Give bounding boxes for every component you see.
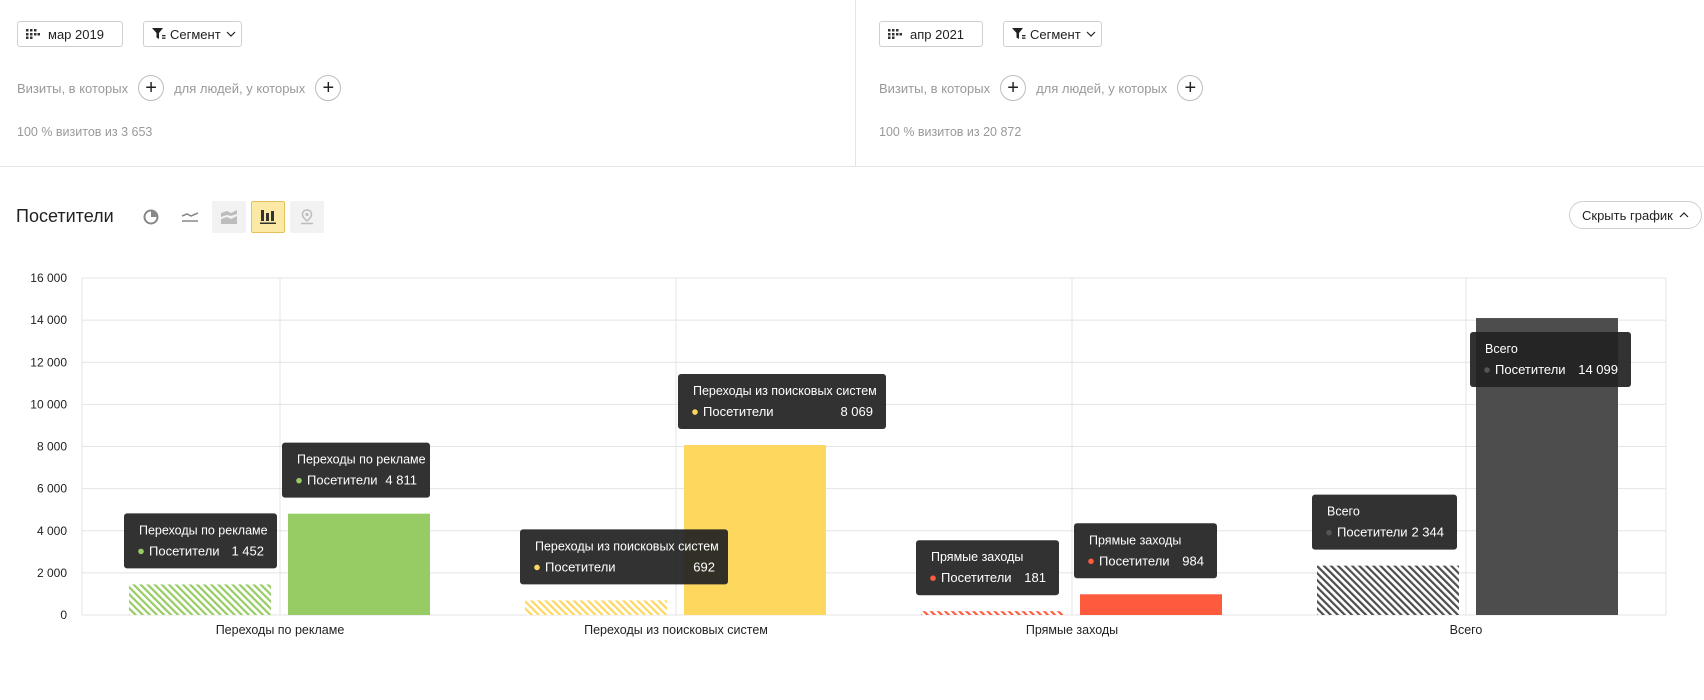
bar-hatched [129, 584, 271, 615]
tooltip-box [282, 442, 430, 498]
tooltip-value: 2 344 [1411, 525, 1444, 540]
visits-condition-label: Визиты, в которых [17, 80, 129, 96]
tooltip-box [520, 529, 728, 585]
tooltip-metric: Посетители [703, 404, 774, 419]
tooltip-title: Всего [1327, 505, 1360, 519]
tooltip-dot [930, 575, 936, 581]
chevron-up-icon [1679, 212, 1689, 218]
tooltip-value: 8 069 [840, 404, 873, 419]
y-tick-label: 2 000 [37, 566, 67, 580]
y-tick-label: 6 000 [37, 482, 67, 496]
calendar-grid-icon [26, 29, 40, 39]
filter-icon [152, 28, 166, 40]
y-tick-label: 14 000 [30, 313, 67, 327]
people-condition-label: для людей, у которых [174, 80, 306, 96]
y-tick-label: 12 000 [30, 355, 67, 369]
condition-row: Визиты, в которых + для людей, у которых… [879, 75, 1213, 101]
tooltip-box [916, 540, 1059, 596]
bar-hatched [525, 600, 667, 615]
tooltip-dot [534, 564, 540, 571]
tooltip-metric: Посетители [307, 473, 378, 488]
tooltip-title: Переходы по рекламе [297, 453, 426, 467]
x-tick-label: Всего [1450, 623, 1483, 637]
date-picker-button[interactable]: апр 2021 [879, 21, 983, 47]
chart-type-switcher [134, 201, 329, 233]
tooltip-metric: Посетители [1099, 553, 1170, 568]
segment-label: Сегмент [1030, 26, 1081, 42]
tooltip-value: 1 452 [231, 543, 264, 558]
tooltip-value: 692 [693, 559, 715, 574]
x-tick-label: Прямые заходы [1026, 623, 1118, 637]
tooltip-metric: Посетители [1495, 362, 1566, 377]
tooltip-title: Прямые заходы [931, 550, 1023, 564]
add-people-condition-button[interactable]: + [315, 75, 342, 101]
people-condition-label: для людей, у которых [1036, 80, 1168, 96]
y-tick-label: 0 [60, 608, 67, 622]
tooltip-dot [1484, 367, 1490, 373]
tooltip-value: 984 [1182, 553, 1204, 568]
date-picker-button[interactable]: мар 2019 [17, 21, 123, 47]
visits-condition-label: Визиты, в которых [879, 80, 991, 96]
tooltip-metric: Посетители [149, 543, 220, 558]
y-tick-label: 4 000 [37, 524, 67, 538]
tooltip-dot [1088, 558, 1094, 565]
bar-hatched [1317, 565, 1459, 615]
hide-chart-label: Скрыть график [1582, 207, 1673, 223]
x-tick-label: Переходы по рекламе [216, 623, 345, 637]
tooltip-metric: Посетители [941, 570, 1012, 585]
add-visit-condition-button[interactable]: + [138, 75, 165, 101]
map-icon[interactable] [290, 201, 324, 233]
segment-panel-1: мар 2019 Сегмент Визиты, в которых + для… [0, 0, 856, 166]
bar-solid [1080, 594, 1222, 615]
tooltip-value: 14 099 [1578, 362, 1618, 377]
tooltip-value: 4 811 [385, 473, 417, 488]
tooltip-title: Переходы из поисковых систем [535, 539, 719, 553]
segment-panel-2: апр 2021 Сегмент Визиты, в которых + для… [856, 0, 1704, 166]
bar-chart-icon[interactable] [251, 201, 285, 233]
stacked-area-icon[interactable] [212, 201, 246, 233]
chevron-down-icon [1086, 31, 1096, 37]
add-visit-condition-button[interactable]: + [1000, 75, 1027, 101]
chevron-down-icon [226, 31, 236, 37]
tooltip-title: Переходы из поисковых систем [693, 384, 877, 398]
bar-solid [288, 513, 430, 615]
date-label: мар 2019 [48, 26, 104, 42]
tooltip-box [1470, 332, 1631, 388]
x-tick-label: Переходы из поисковых систем [584, 623, 768, 637]
report-title: Посетители [16, 206, 114, 226]
hide-chart-button[interactable]: Скрыть график [1569, 201, 1702, 229]
tooltip-dot [692, 409, 698, 415]
filter-icon [1012, 28, 1026, 40]
tooltip-title: Переходы по рекламе [139, 523, 268, 537]
line-chart-icon[interactable] [173, 201, 207, 233]
tooltip-title: Всего [1485, 342, 1518, 356]
tooltip-box [124, 513, 277, 569]
tooltip-box [1312, 494, 1457, 550]
segment-button[interactable]: Сегмент [143, 21, 242, 47]
y-tick-label: 16 000 [30, 271, 67, 285]
calendar-grid-icon [888, 29, 902, 39]
add-people-condition-button[interactable]: + [1177, 75, 1204, 101]
tooltip-box [678, 374, 886, 430]
tooltip-dot [1326, 529, 1332, 536]
tooltip-metric: Посетители [545, 559, 616, 574]
date-label: апр 2021 [910, 26, 965, 42]
y-tick-label: 8 000 [37, 440, 67, 454]
y-tick-label: 10 000 [30, 397, 67, 411]
tooltip-dot [296, 477, 302, 484]
segment-stat: 100 % визитов из 20 872 [879, 125, 1022, 139]
tooltip-value: 181 [1024, 570, 1046, 585]
segment-button[interactable]: Сегмент [1003, 21, 1102, 47]
bar-hatched [921, 611, 1063, 615]
segment-stat: 100 % визитов из 3 653 [17, 125, 153, 139]
segments-area: мар 2019 Сегмент Визиты, в которых + для… [0, 0, 1704, 167]
pie-chart-icon[interactable] [134, 201, 168, 233]
tooltip-box [1074, 523, 1217, 579]
segment-label: Сегмент [170, 26, 221, 42]
tooltip-title: Прямые заходы [1089, 533, 1181, 547]
tooltip-metric: Посетители [1337, 525, 1408, 540]
condition-row: Визиты, в которых + для людей, у которых… [17, 75, 351, 101]
tooltip-dot [138, 548, 144, 555]
